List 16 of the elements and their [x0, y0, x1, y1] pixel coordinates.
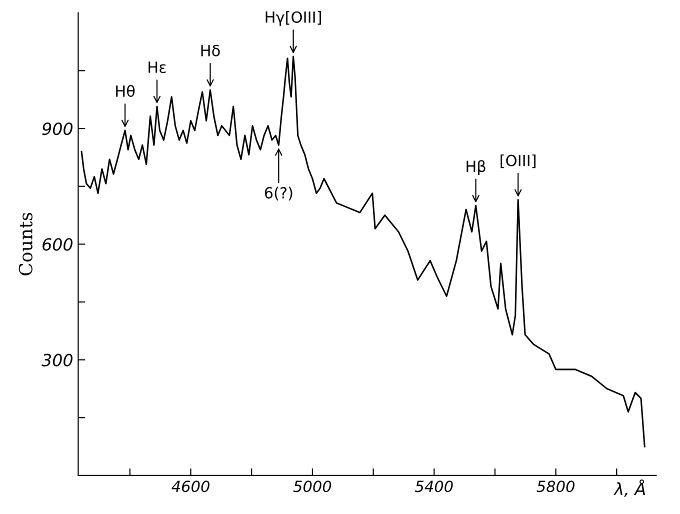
y-tick-label: 300	[42, 354, 72, 366]
annotation: 6(?)	[264, 186, 292, 200]
y-tick-label: 900	[42, 122, 72, 136]
x-tick-label: 4600	[172, 480, 210, 492]
annotation: Hγ[OIII]	[266, 11, 321, 26]
annotation: Hδ	[201, 44, 220, 56]
annotation: [OIII]	[500, 154, 536, 168]
x-tick-label: 5000	[293, 480, 332, 492]
y-axis-title: Counts	[18, 212, 32, 276]
annotation: Hθ	[116, 84, 135, 97]
annotation: Hε	[148, 62, 166, 74]
x-tick-label: 5800	[536, 480, 574, 492]
annotation: Hβ	[466, 160, 486, 176]
x-tick-label: 5400	[414, 480, 453, 492]
x-axis-title: λ, Å	[614, 479, 645, 497]
y-tick-label: 600	[42, 238, 72, 251]
